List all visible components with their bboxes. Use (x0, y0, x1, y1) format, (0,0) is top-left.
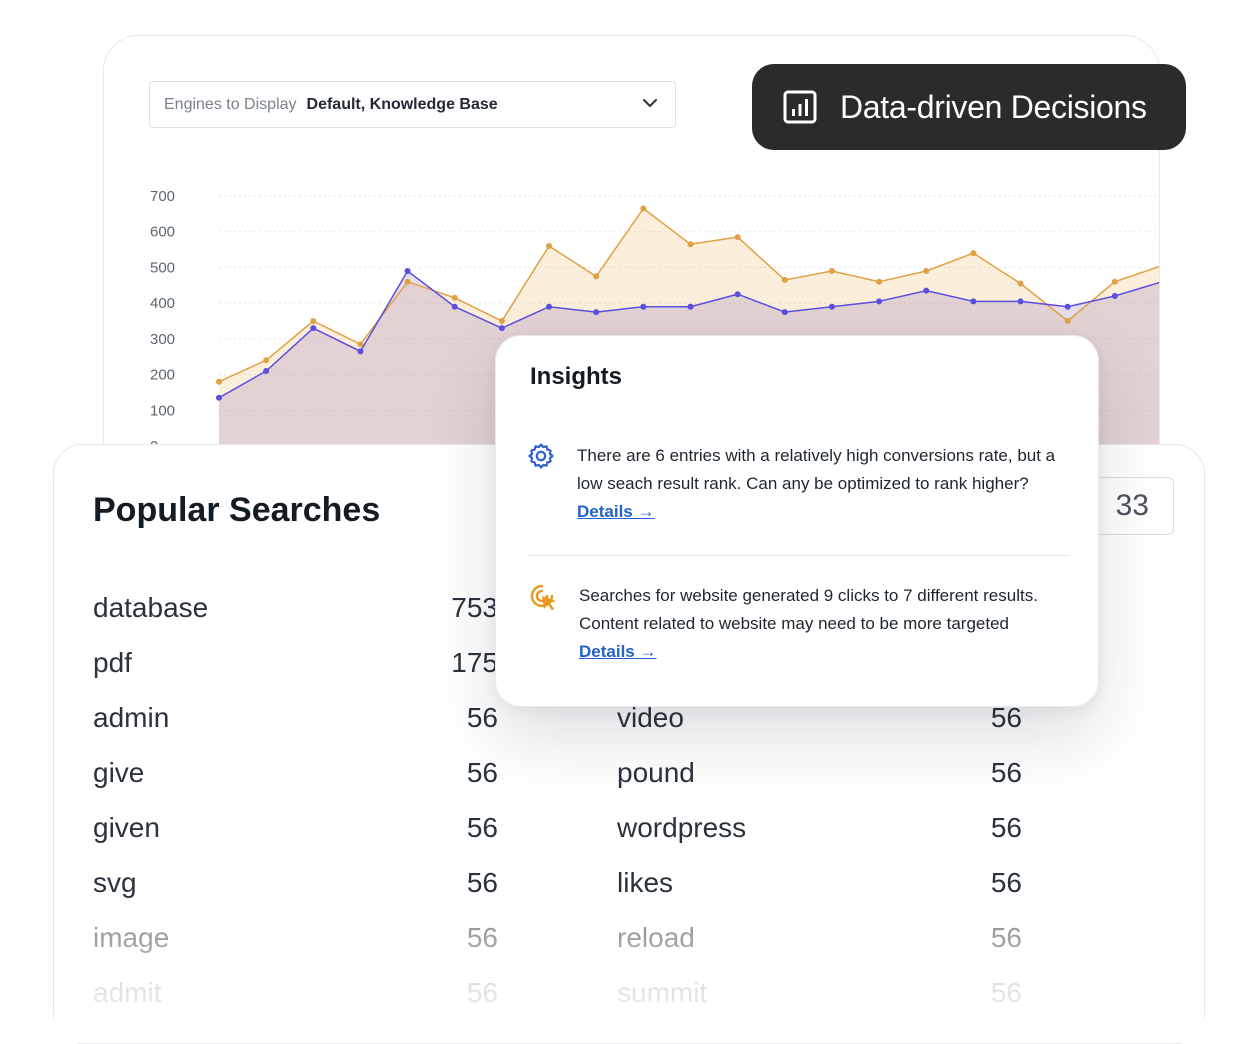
y-tick-label: 600 (150, 224, 175, 241)
data-point (970, 250, 977, 257)
data-point (781, 309, 788, 316)
y-tick-label: 100 (150, 402, 175, 419)
data-point (687, 303, 694, 310)
data-point (404, 268, 411, 274)
search-count: 56 (990, 867, 1022, 898)
data-point (923, 268, 930, 274)
search-row[interactable]: admin 56 (54, 702, 1204, 742)
gear-icon (528, 443, 554, 469)
data-point (216, 378, 222, 385)
data-point (640, 205, 647, 212)
data-point (923, 287, 930, 294)
data-point (1064, 303, 1071, 310)
engines-value: Default, Knowledge Base (306, 95, 498, 113)
y-tick-label: 400 (150, 295, 175, 312)
data-point (498, 318, 505, 324)
bottom-fade (54, 913, 1204, 1043)
data-point (263, 357, 270, 364)
insight-text: There are 6 entries with a relatively hi… (577, 446, 1056, 493)
data-point (734, 234, 741, 241)
data-point (593, 273, 600, 280)
search-row[interactable]: given 56 (54, 812, 1204, 852)
data-point (876, 278, 883, 285)
data-point (781, 276, 788, 283)
search-term: video (617, 702, 684, 733)
search-term: database (93, 592, 209, 623)
search-row[interactable]: database 753 (54, 592, 1204, 632)
data-point (640, 303, 647, 310)
data-point (404, 278, 411, 285)
search-term: given (93, 812, 160, 843)
search-count: 56 (990, 702, 1022, 733)
data-point (310, 325, 317, 332)
search-term: admin (93, 702, 170, 733)
details-link[interactable]: Details → (577, 502, 655, 521)
search-term: pdf (93, 647, 132, 678)
search-row[interactable]: pound 56 (54, 757, 1204, 797)
data-point (876, 298, 883, 305)
insight-item: Searches for website generated 9 clicks … (579, 582, 1069, 666)
y-tick-label: 300 (150, 331, 175, 348)
y-tick-label: 700 (150, 188, 175, 205)
data-point (593, 309, 600, 316)
cursor-click-icon (530, 584, 556, 611)
y-tick-label: 500 (150, 259, 175, 276)
search-row[interactable]: pdf 175 (54, 647, 1204, 687)
data-point (263, 368, 270, 374)
bar-chart-icon (783, 90, 817, 124)
search-count: 56 (466, 867, 498, 898)
search-count: 175 (451, 647, 498, 678)
data-point (498, 325, 505, 332)
search-count: 56 (466, 702, 498, 733)
data-point (310, 318, 317, 324)
data-point (1017, 298, 1024, 305)
data-point (546, 243, 553, 249)
data-point (1017, 280, 1024, 287)
data-driven-badge: Data-driven Decisions (752, 64, 1186, 150)
search-count: 56 (466, 757, 498, 788)
data-point (1111, 293, 1118, 299)
search-count: 56 (990, 757, 1022, 788)
data-point (687, 241, 694, 248)
data-point (357, 348, 364, 355)
badge-text: Data-driven Decisions (840, 88, 1147, 125)
search-term: likes (617, 867, 674, 898)
data-point (451, 303, 458, 310)
data-point (546, 303, 553, 310)
data-point (1064, 318, 1071, 324)
search-row[interactable]: svg 56 (54, 867, 1204, 907)
search-count: 56 (990, 812, 1022, 843)
search-term: wordpress (617, 812, 747, 843)
data-point (216, 394, 222, 401)
results-count: 33 (1115, 489, 1149, 522)
popular-searches-title: Popular Searches (93, 491, 381, 529)
insights-title: Insights (530, 363, 623, 390)
search-row[interactable]: video 56 (54, 702, 1204, 742)
data-point (828, 268, 835, 274)
details-link[interactable]: Details → (579, 642, 657, 661)
engines-label: Engines to Display (164, 95, 297, 113)
search-term: give (93, 757, 145, 788)
insight-text: Searches for website generated 9 clicks … (579, 586, 1038, 633)
data-point (1111, 278, 1118, 285)
data-point (357, 341, 364, 348)
search-term: svg (93, 867, 137, 898)
data-point (828, 303, 835, 310)
divider (529, 555, 1069, 556)
search-row[interactable]: wordpress 56 (54, 812, 1204, 852)
search-count: 753 (451, 592, 498, 623)
data-point (970, 298, 977, 305)
insight-item: There are 6 entries with a relatively hi… (577, 442, 1067, 526)
chevron-down-icon (643, 99, 657, 107)
search-row[interactable]: likes 56 (54, 867, 1204, 907)
engines-dropdown[interactable]: Engines to Display Default, Knowledge Ba… (149, 81, 676, 128)
search-term: pound (617, 757, 695, 788)
search-row[interactable]: give 56 (54, 757, 1204, 797)
y-tick-label: 200 (150, 367, 175, 384)
insights-card: Insights There are 6 entries with a rela… (495, 335, 1099, 707)
data-point (734, 291, 741, 298)
search-count: 56 (466, 812, 498, 843)
data-point (451, 294, 458, 301)
